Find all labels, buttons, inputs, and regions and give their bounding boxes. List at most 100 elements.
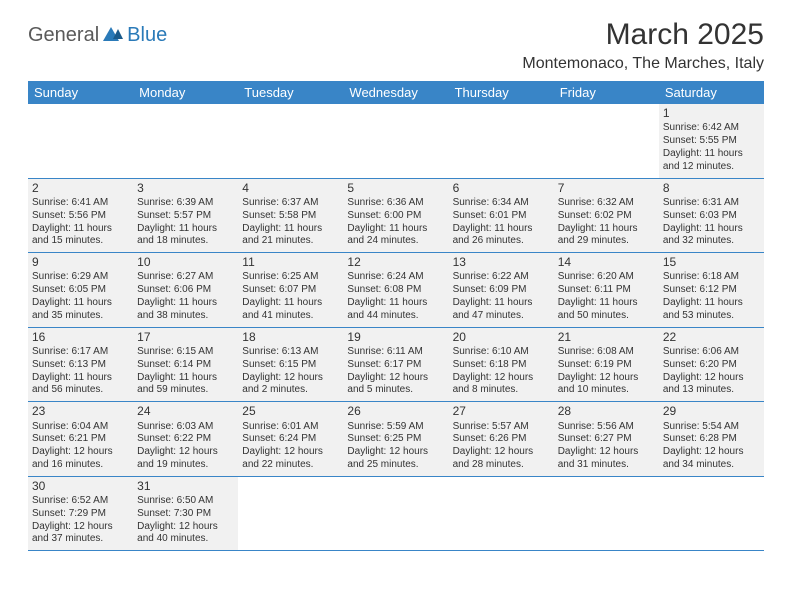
day-number: 29 — [663, 404, 760, 419]
daylight-text: Daylight: 11 hours and 24 minutes. — [347, 223, 444, 249]
day-cell: 14Sunrise: 6:20 AMSunset: 6:11 PMDayligh… — [554, 253, 659, 327]
day-cell: 29Sunrise: 5:54 AMSunset: 6:28 PMDayligh… — [659, 402, 764, 476]
sunset-text: Sunset: 6:06 PM — [137, 284, 234, 297]
day-cell: 20Sunrise: 6:10 AMSunset: 6:18 PMDayligh… — [449, 328, 554, 402]
daylight-text: Daylight: 12 hours and 2 minutes. — [242, 372, 339, 398]
day-number: 30 — [32, 479, 129, 494]
daylight-text: Daylight: 11 hours and 50 minutes. — [558, 297, 655, 323]
sunrise-text: Sunrise: 6:52 AM — [32, 495, 129, 508]
daylight-text: Daylight: 12 hours and 13 minutes. — [663, 372, 760, 398]
daylight-text: Daylight: 11 hours and 38 minutes. — [137, 297, 234, 323]
sunset-text: Sunset: 6:20 PM — [663, 359, 760, 372]
day-cell — [238, 477, 343, 551]
daylight-text: Daylight: 11 hours and 35 minutes. — [32, 297, 129, 323]
header: General Blue March 2025 Montemonaco, The… — [28, 18, 764, 73]
day-cell: 30Sunrise: 6:52 AMSunset: 7:29 PMDayligh… — [28, 477, 133, 551]
day-cell: 19Sunrise: 6:11 AMSunset: 6:17 PMDayligh… — [343, 328, 448, 402]
sunrise-text: Sunrise: 6:22 AM — [453, 271, 550, 284]
day-cell: 9Sunrise: 6:29 AMSunset: 6:05 PMDaylight… — [28, 253, 133, 327]
sunset-text: Sunset: 6:07 PM — [242, 284, 339, 297]
sunrise-text: Sunrise: 5:57 AM — [453, 421, 550, 434]
sunset-text: Sunset: 7:29 PM — [32, 508, 129, 521]
sunrise-text: Sunrise: 6:18 AM — [663, 271, 760, 284]
sunset-text: Sunset: 6:15 PM — [242, 359, 339, 372]
sunrise-text: Sunrise: 6:20 AM — [558, 271, 655, 284]
sunrise-text: Sunrise: 6:39 AM — [137, 197, 234, 210]
daylight-text: Daylight: 12 hours and 10 minutes. — [558, 372, 655, 398]
location: Montemonaco, The Marches, Italy — [522, 55, 764, 73]
logo: General Blue — [28, 18, 167, 47]
sunrise-text: Sunrise: 6:50 AM — [137, 495, 234, 508]
daylight-text: Daylight: 11 hours and 18 minutes. — [137, 223, 234, 249]
sunset-text: Sunset: 6:26 PM — [453, 433, 550, 446]
day-header-monday: Monday — [133, 81, 238, 104]
daylight-text: Daylight: 12 hours and 16 minutes. — [32, 446, 129, 472]
day-cell: 16Sunrise: 6:17 AMSunset: 6:13 PMDayligh… — [28, 328, 133, 402]
sunset-text: Sunset: 6:13 PM — [32, 359, 129, 372]
daylight-text: Daylight: 12 hours and 31 minutes. — [558, 446, 655, 472]
daylight-text: Daylight: 12 hours and 5 minutes. — [347, 372, 444, 398]
week-row: 1Sunrise: 6:42 AMSunset: 5:55 PMDaylight… — [28, 104, 764, 179]
daylight-text: Daylight: 12 hours and 28 minutes. — [453, 446, 550, 472]
day-cell: 8Sunrise: 6:31 AMSunset: 6:03 PMDaylight… — [659, 179, 764, 253]
day-cell: 1Sunrise: 6:42 AMSunset: 5:55 PMDaylight… — [659, 104, 764, 178]
daylight-text: Daylight: 11 hours and 47 minutes. — [453, 297, 550, 323]
sunrise-text: Sunrise: 6:34 AM — [453, 197, 550, 210]
day-cell: 5Sunrise: 6:36 AMSunset: 6:00 PMDaylight… — [343, 179, 448, 253]
day-cell: 12Sunrise: 6:24 AMSunset: 6:08 PMDayligh… — [343, 253, 448, 327]
sunset-text: Sunset: 6:25 PM — [347, 433, 444, 446]
day-cell: 6Sunrise: 6:34 AMSunset: 6:01 PMDaylight… — [449, 179, 554, 253]
sunrise-text: Sunrise: 6:37 AM — [242, 197, 339, 210]
day-number: 19 — [347, 330, 444, 345]
sunset-text: Sunset: 6:14 PM — [137, 359, 234, 372]
day-number: 7 — [558, 181, 655, 196]
day-number: 9 — [32, 255, 129, 270]
sunset-text: Sunset: 5:56 PM — [32, 210, 129, 223]
sunset-text: Sunset: 6:27 PM — [558, 433, 655, 446]
day-number: 8 — [663, 181, 760, 196]
day-cell: 22Sunrise: 6:06 AMSunset: 6:20 PMDayligh… — [659, 328, 764, 402]
daylight-text: Daylight: 11 hours and 59 minutes. — [137, 372, 234, 398]
sunset-text: Sunset: 6:12 PM — [663, 284, 760, 297]
day-cell: 26Sunrise: 5:59 AMSunset: 6:25 PMDayligh… — [343, 402, 448, 476]
logo-text-general: General — [28, 24, 99, 47]
daylight-text: Daylight: 12 hours and 40 minutes. — [137, 521, 234, 547]
day-number: 2 — [32, 181, 129, 196]
daylight-text: Daylight: 11 hours and 26 minutes. — [453, 223, 550, 249]
sunrise-text: Sunrise: 6:29 AM — [32, 271, 129, 284]
sunrise-text: Sunrise: 5:56 AM — [558, 421, 655, 434]
day-header-saturday: Saturday — [659, 81, 764, 104]
sunset-text: Sunset: 6:21 PM — [32, 433, 129, 446]
day-number: 1 — [663, 106, 760, 121]
sunrise-text: Sunrise: 6:24 AM — [347, 271, 444, 284]
day-cell — [238, 104, 343, 178]
sunset-text: Sunset: 6:28 PM — [663, 433, 760, 446]
day-number: 22 — [663, 330, 760, 345]
day-number: 6 — [453, 181, 550, 196]
day-number: 3 — [137, 181, 234, 196]
day-cell: 3Sunrise: 6:39 AMSunset: 5:57 PMDaylight… — [133, 179, 238, 253]
sunset-text: Sunset: 6:08 PM — [347, 284, 444, 297]
sunset-text: Sunset: 6:11 PM — [558, 284, 655, 297]
day-cell: 27Sunrise: 5:57 AMSunset: 6:26 PMDayligh… — [449, 402, 554, 476]
day-cell: 11Sunrise: 6:25 AMSunset: 6:07 PMDayligh… — [238, 253, 343, 327]
sunrise-text: Sunrise: 6:13 AM — [242, 346, 339, 359]
day-number: 14 — [558, 255, 655, 270]
day-cell: 2Sunrise: 6:41 AMSunset: 5:56 PMDaylight… — [28, 179, 133, 253]
daylight-text: Daylight: 11 hours and 56 minutes. — [32, 372, 129, 398]
sunset-text: Sunset: 6:02 PM — [558, 210, 655, 223]
day-number: 26 — [347, 404, 444, 419]
sunrise-text: Sunrise: 6:01 AM — [242, 421, 339, 434]
sunset-text: Sunset: 6:05 PM — [32, 284, 129, 297]
daylight-text: Daylight: 12 hours and 19 minutes. — [137, 446, 234, 472]
week-row: 23Sunrise: 6:04 AMSunset: 6:21 PMDayligh… — [28, 402, 764, 477]
day-cell — [659, 477, 764, 551]
day-number: 15 — [663, 255, 760, 270]
sunset-text: Sunset: 5:57 PM — [137, 210, 234, 223]
day-number: 11 — [242, 255, 339, 270]
day-cell — [343, 477, 448, 551]
day-cell: 31Sunrise: 6:50 AMSunset: 7:30 PMDayligh… — [133, 477, 238, 551]
sunrise-text: Sunrise: 6:08 AM — [558, 346, 655, 359]
day-header-thursday: Thursday — [449, 81, 554, 104]
day-number: 18 — [242, 330, 339, 345]
